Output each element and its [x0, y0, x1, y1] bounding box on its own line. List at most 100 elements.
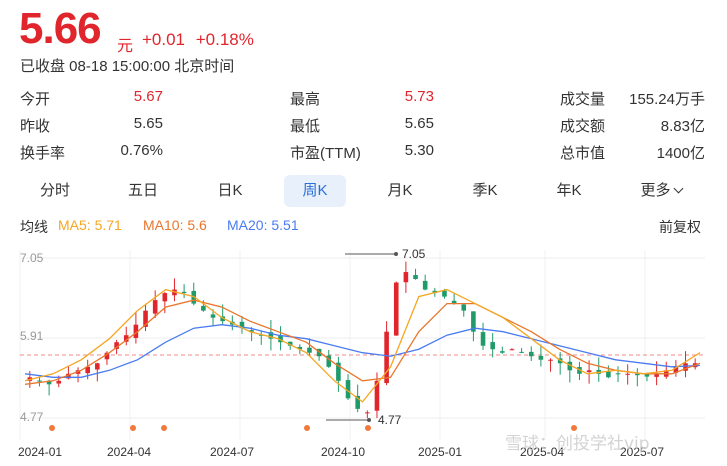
ma5-legend: MA5: 5.71 [58, 217, 122, 233]
adjust-mode-button[interactable]: 前复权 [659, 219, 701, 235]
candle-body [95, 363, 100, 370]
candle-body [336, 362, 341, 381]
x-tick-label: 2024-10 [321, 445, 365, 459]
candle-body [143, 310, 148, 327]
stat-value-high: 5.73 [404, 88, 434, 105]
change-percent: +0.18% [195, 30, 254, 49]
x-tick-label: 2025-04 [520, 445, 564, 459]
tab-quarterly-k[interactable]: 季K [472, 182, 498, 199]
candle-body [46, 380, 52, 385]
candle-body [56, 380, 62, 384]
stat-value-prev-close: 5.65 [133, 115, 163, 132]
event-marker [49, 425, 55, 431]
stat-value-turnover-rate: 0.76% [120, 142, 163, 159]
event-marker [571, 425, 577, 431]
candle-body [644, 373, 650, 377]
candle-body [654, 373, 659, 377]
tab-intraday[interactable]: 分时 [39, 182, 70, 199]
tab-weekly-k[interactable]: 周K [284, 175, 346, 207]
candle-body [355, 395, 360, 409]
candle-body [413, 275, 418, 280]
ma5-line [24, 288, 701, 403]
ma20-line [24, 324, 701, 378]
watermark: 雪球：创投学社vip [505, 434, 650, 454]
ma10-legend: MA10: 5.6 [143, 217, 207, 233]
stat-value-turnover-amount: 8.83亿 [660, 118, 705, 135]
stat-label-volume: 成交量 [560, 91, 606, 108]
candle-body [422, 280, 428, 290]
candle-body [258, 334, 264, 336]
current-price: 5.66 [19, 4, 102, 53]
candle-body [393, 282, 399, 336]
candle-body [538, 355, 544, 360]
event-marker [161, 425, 167, 431]
candle-body [403, 272, 409, 283]
ma-legend-title: 均线 [20, 219, 48, 235]
stat-label-low: 最低 [290, 118, 321, 135]
low-annotation-dot [367, 418, 371, 422]
candle-body [365, 412, 370, 414]
x-tick-label: 2024-07 [210, 445, 254, 459]
ma10-line [24, 299, 701, 385]
candle-body [326, 355, 332, 367]
candle-body [249, 330, 254, 332]
x-tick-label: 2025-07 [620, 445, 664, 459]
candle-body [181, 291, 187, 294]
event-marker [130, 425, 136, 431]
stat-value-low: 5.65 [404, 115, 434, 132]
stat-label-open: 今开 [20, 91, 51, 108]
stat-label-high: 最高 [290, 91, 321, 108]
candle-body [461, 304, 467, 311]
y-tick-label: 5.91 [20, 329, 44, 343]
candle-body [287, 341, 293, 346]
candle-body [133, 324, 139, 338]
candle-body [297, 346, 303, 350]
candle-body [268, 332, 274, 339]
candle-body [673, 366, 679, 373]
candle-body [210, 314, 216, 318]
tab-five-day[interactable]: 五日 [127, 182, 158, 199]
stat-label-turnover-amount: 成交额 [560, 118, 606, 135]
candle-body [500, 351, 505, 353]
candle-body [152, 300, 158, 314]
high-annotation-dot [394, 252, 398, 256]
candle-body [37, 380, 42, 382]
candle-body [374, 380, 380, 411]
stat-value-volume: 155.24万手 [629, 91, 705, 108]
stat-label-prev-close: 昨收 [20, 118, 51, 135]
ma20-legend: MA20: 5.51 [227, 217, 299, 233]
candle-body [239, 321, 245, 329]
event-marker [365, 425, 371, 431]
tab-more-label: 更多 [640, 182, 671, 199]
candle-body [548, 359, 553, 361]
candle-body [683, 363, 688, 371]
candle-body [471, 311, 476, 332]
x-tick-label: 2024-04 [107, 445, 151, 459]
candle-body [442, 290, 447, 297]
candle-body [490, 342, 495, 350]
high-annotation-label: 7.05 [402, 247, 426, 261]
tab-yearly-k[interactable]: 年K [556, 182, 582, 199]
y-tick-label: 4.77 [20, 410, 44, 424]
candle-body [162, 293, 168, 302]
candle-body [451, 300, 457, 304]
stat-label-market-cap: 总市值 [560, 145, 606, 162]
candle-body [345, 380, 351, 399]
candle-body [509, 349, 515, 351]
candle-body [480, 332, 486, 346]
low-annotation-label: 4.77 [378, 413, 402, 427]
tab-more[interactable]: 更多 [630, 175, 692, 207]
candle-body [123, 335, 129, 342]
candle-body [384, 331, 389, 384]
stat-value-pe: 5.30 [404, 142, 434, 159]
tab-monthly-k[interactable]: 月K [387, 182, 413, 199]
price-change: +0.01 +0.18% [142, 30, 254, 50]
candle-body [615, 373, 621, 375]
tab-daily-k[interactable]: 日K [217, 182, 243, 199]
candle-body [307, 347, 312, 353]
candle-body [519, 351, 524, 353]
event-marker [304, 425, 310, 431]
price-unit: 元 [117, 38, 134, 55]
candle-body [606, 371, 611, 378]
